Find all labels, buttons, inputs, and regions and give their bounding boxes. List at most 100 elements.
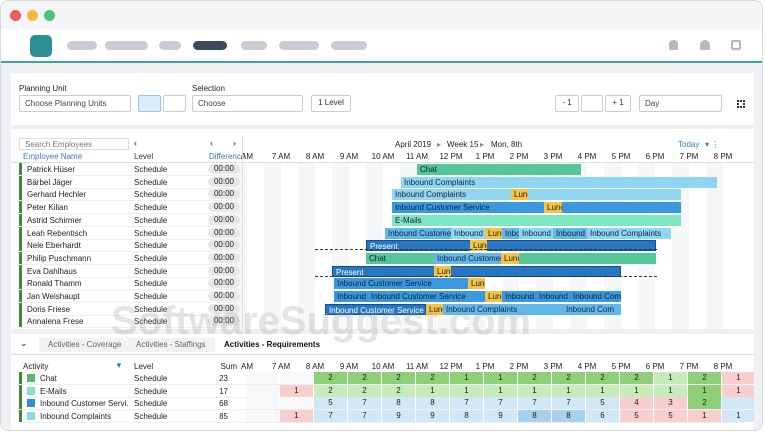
nav-item[interactable] bbox=[67, 41, 97, 50]
gantt-bar[interactable] bbox=[562, 202, 681, 214]
row-marker bbox=[19, 409, 22, 422]
nav-item-active[interactable] bbox=[193, 41, 227, 50]
today-dropdown[interactable]: ▾ ⋮ bbox=[705, 140, 720, 149]
title-bar bbox=[1, 1, 762, 29]
gantt-bar[interactable]: Lunc bbox=[426, 303, 443, 315]
requirement-cell: 1 bbox=[484, 372, 518, 384]
gantt-bar[interactable]: Lunc bbox=[544, 202, 562, 214]
requirement-cell bbox=[280, 397, 314, 409]
toggle-button[interactable] bbox=[138, 95, 161, 112]
gantt-bar[interactable]: Inbound bbox=[502, 227, 519, 239]
gantt-bar[interactable]: Lunc bbox=[501, 252, 519, 264]
employee-name[interactable]: Annalena Frese bbox=[27, 317, 84, 327]
gantt-bar[interactable]: Chat bbox=[417, 164, 581, 175]
minimize-dot[interactable] bbox=[27, 10, 38, 21]
collapse-icon[interactable]: ⌄ bbox=[20, 338, 28, 348]
employee-name[interactable]: Leah Rebentisch bbox=[27, 228, 88, 238]
employee-name[interactable]: Nele Eberhardt bbox=[27, 241, 81, 251]
employee-name[interactable]: Gerhard Hechler bbox=[27, 190, 87, 200]
employee-name[interactable]: Ronald Thamm bbox=[27, 279, 82, 289]
view-select[interactable]: Day bbox=[639, 95, 722, 112]
gantt-bar[interactable]: Inbound Customer bbox=[434, 252, 501, 264]
nav-item[interactable] bbox=[279, 41, 319, 50]
gantt-bar[interactable]: Chat bbox=[366, 252, 434, 264]
nav-arrows[interactable]: › bbox=[233, 138, 236, 148]
gantt-bar[interactable]: Inbound Customer Service bbox=[334, 278, 485, 290]
gantt-bar[interactable]: Inbound bbox=[536, 291, 570, 302]
tab[interactable]: Activities - Requirements bbox=[215, 338, 330, 352]
employee-name[interactable]: Doris Friese bbox=[27, 304, 71, 314]
gantt-bar[interactable]: Inbound bbox=[502, 291, 536, 302]
sum: 23 bbox=[219, 374, 228, 383]
level: Schedule bbox=[134, 253, 168, 263]
nav-item[interactable] bbox=[241, 41, 267, 50]
gantt-bar[interactable]: Lunc bbox=[485, 291, 502, 302]
employee-name[interactable]: Philip Puschmann bbox=[27, 253, 92, 263]
nav-arrows[interactable]: ‹ bbox=[210, 138, 213, 148]
gantt-bar[interactable]: Lunc bbox=[434, 265, 451, 277]
gantt-bar[interactable]: Inbound bbox=[519, 227, 553, 239]
gantt-bar[interactable]: Inbound Customer bbox=[385, 227, 451, 239]
difference: 00:00 bbox=[208, 278, 240, 289]
logout-icon[interactable] bbox=[731, 40, 741, 50]
logo[interactable] bbox=[30, 35, 52, 57]
search-input[interactable]: Search Employees bbox=[19, 138, 129, 150]
employee-name[interactable]: Eva Dahlhaus bbox=[27, 266, 77, 276]
prev-button[interactable]: - 1 bbox=[555, 95, 579, 112]
today-button[interactable]: Today bbox=[678, 140, 700, 149]
gantt-bar[interactable]: Inbound Customer Service bbox=[392, 202, 544, 214]
gantt-bar[interactable]: Inbound Complaints bbox=[443, 303, 563, 315]
next-button[interactable]: + 1 bbox=[605, 95, 631, 112]
employee-name[interactable]: Bärbel Jäger bbox=[27, 177, 73, 187]
gantt-bar[interactable]: E-Mails bbox=[392, 214, 681, 226]
nav-item[interactable] bbox=[159, 41, 181, 50]
gantt-bar[interactable] bbox=[528, 189, 681, 201]
gantt-bar[interactable]: Inbound Customer Service bbox=[325, 303, 426, 315]
nav-item[interactable] bbox=[331, 41, 367, 50]
toggle-button[interactable] bbox=[163, 95, 186, 112]
employee-name[interactable]: Astrid Schirmer bbox=[27, 215, 82, 225]
sep: ▸ bbox=[437, 140, 442, 149]
gantt-bar[interactable]: Present bbox=[366, 240, 656, 252]
requirement-cell: 2 bbox=[348, 372, 382, 384]
planning-unit-select[interactable]: Choose Planning Units bbox=[19, 95, 131, 112]
gantt-bar[interactable]: Inbound bbox=[451, 227, 485, 239]
level-button[interactable]: 1 Level bbox=[311, 95, 351, 112]
gantt-bar[interactable]: Inbound bbox=[334, 291, 368, 302]
employee-name[interactable]: Patrick Hüser bbox=[27, 165, 76, 174]
gantt-bar[interactable]: Inbound Customer Service bbox=[368, 291, 485, 302]
maximize-dot[interactable] bbox=[44, 10, 55, 21]
gantt-bar[interactable]: Inbound Com bbox=[563, 303, 621, 315]
calendar-button[interactable] bbox=[581, 95, 603, 112]
gantt-bar[interactable]: Inbound Com bbox=[570, 291, 621, 302]
gantt-bar[interactable]: Lunc bbox=[485, 227, 502, 239]
gantt-bar[interactable]: Inbound Complaints bbox=[587, 227, 671, 239]
requirement-cell: 8 bbox=[552, 409, 586, 422]
close-dot[interactable] bbox=[10, 10, 21, 21]
level: Schedule bbox=[134, 374, 168, 383]
nav-arrows[interactable]: ‹ bbox=[134, 138, 137, 148]
expand-icon[interactable] bbox=[737, 100, 745, 108]
employee-name[interactable]: Peter Kilian bbox=[27, 203, 68, 213]
nav-item[interactable] bbox=[105, 41, 148, 50]
gantt-bar[interactable]: Lunc bbox=[470, 240, 487, 252]
requirement-cell: 6 bbox=[586, 409, 620, 422]
requirement-cell: 8 bbox=[518, 409, 552, 422]
user-icon[interactable] bbox=[669, 40, 678, 50]
gantt-bar[interactable]: Inbound bbox=[553, 227, 587, 239]
selection-select[interactable]: Choose bbox=[192, 95, 303, 112]
gantt-bar[interactable] bbox=[519, 252, 656, 264]
gantt-bar[interactable]: Inbound Complaints bbox=[401, 176, 717, 188]
label: Selection bbox=[192, 84, 225, 93]
tab[interactable]: Activities - Coverage bbox=[39, 338, 131, 352]
gantt-bar[interactable]: Lunc bbox=[511, 189, 528, 201]
gantt-bar[interactable]: Lunc bbox=[468, 278, 485, 290]
filter-icon[interactable]: ▼ bbox=[115, 361, 123, 370]
requirement-cell: 1 bbox=[552, 384, 586, 397]
gantt-bar[interactable]: Inbound Complaints bbox=[392, 189, 511, 201]
requirement-cell: 2 bbox=[688, 397, 722, 409]
bell-icon[interactable] bbox=[700, 40, 710, 50]
watermark: SoftwareSuggest.com bbox=[111, 299, 532, 343]
employee-name[interactable]: Jan Weishaupt bbox=[27, 292, 80, 301]
tab[interactable]: Activities - Staffings bbox=[127, 338, 215, 352]
